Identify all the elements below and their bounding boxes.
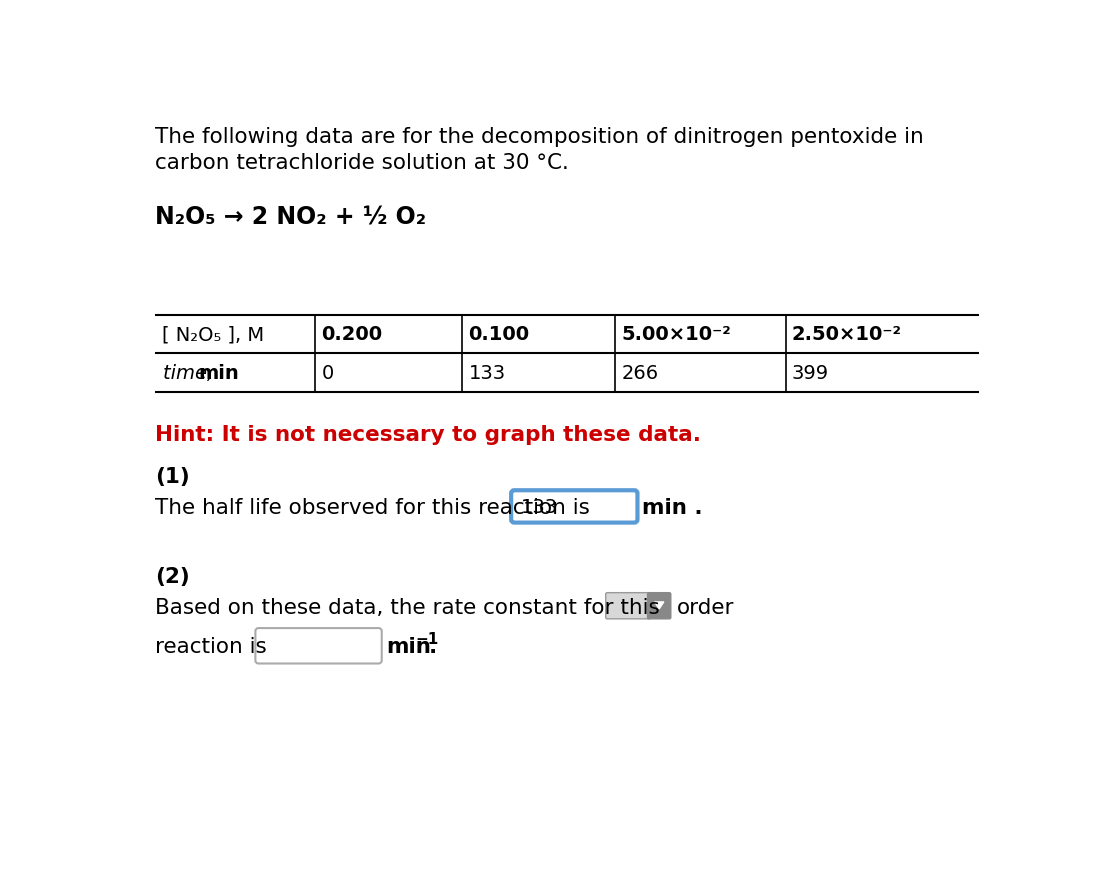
Text: Based on these data, the rate constant for this: Based on these data, the rate constant f… (155, 598, 660, 617)
Text: reaction is: reaction is (155, 636, 267, 656)
Text: The half life observed for this reaction is: The half life observed for this reaction… (155, 498, 590, 518)
Text: min: min (199, 363, 239, 383)
FancyBboxPatch shape (256, 629, 382, 664)
Text: 5.00×10⁻²: 5.00×10⁻² (621, 325, 731, 344)
Text: carbon tetrachloride solution at 30 °C.: carbon tetrachloride solution at 30 °C. (155, 153, 569, 173)
Text: N₂O₅ → 2 NO₂ + ½ O₂: N₂O₅ → 2 NO₂ + ½ O₂ (155, 205, 426, 229)
Text: min: min (386, 636, 432, 656)
Text: 0.100: 0.100 (468, 325, 529, 344)
Text: The following data are for the decomposition of dinitrogen pentoxide in: The following data are for the decomposi… (155, 127, 924, 147)
FancyBboxPatch shape (511, 491, 638, 523)
Text: 0.200: 0.200 (321, 325, 382, 344)
Text: time,: time, (163, 363, 219, 383)
Text: min .: min . (642, 498, 703, 518)
Text: 133: 133 (520, 497, 558, 516)
Polygon shape (654, 602, 664, 609)
FancyBboxPatch shape (648, 593, 671, 619)
Text: 399: 399 (792, 363, 829, 383)
Text: 266: 266 (621, 363, 659, 383)
FancyBboxPatch shape (606, 593, 651, 619)
Text: 0: 0 (321, 363, 333, 383)
Text: Hint: It is not necessary to graph these data.: Hint: It is not necessary to graph these… (155, 425, 702, 444)
Text: (2): (2) (155, 567, 190, 587)
Text: −1: −1 (416, 631, 439, 646)
Text: [ N₂O₅ ], M: [ N₂O₅ ], M (162, 325, 263, 344)
Text: order: order (677, 598, 735, 617)
Text: 133: 133 (468, 363, 506, 383)
Text: .: . (430, 636, 437, 656)
Text: 2.50×10⁻²: 2.50×10⁻² (792, 325, 902, 344)
Text: (1): (1) (155, 467, 190, 486)
